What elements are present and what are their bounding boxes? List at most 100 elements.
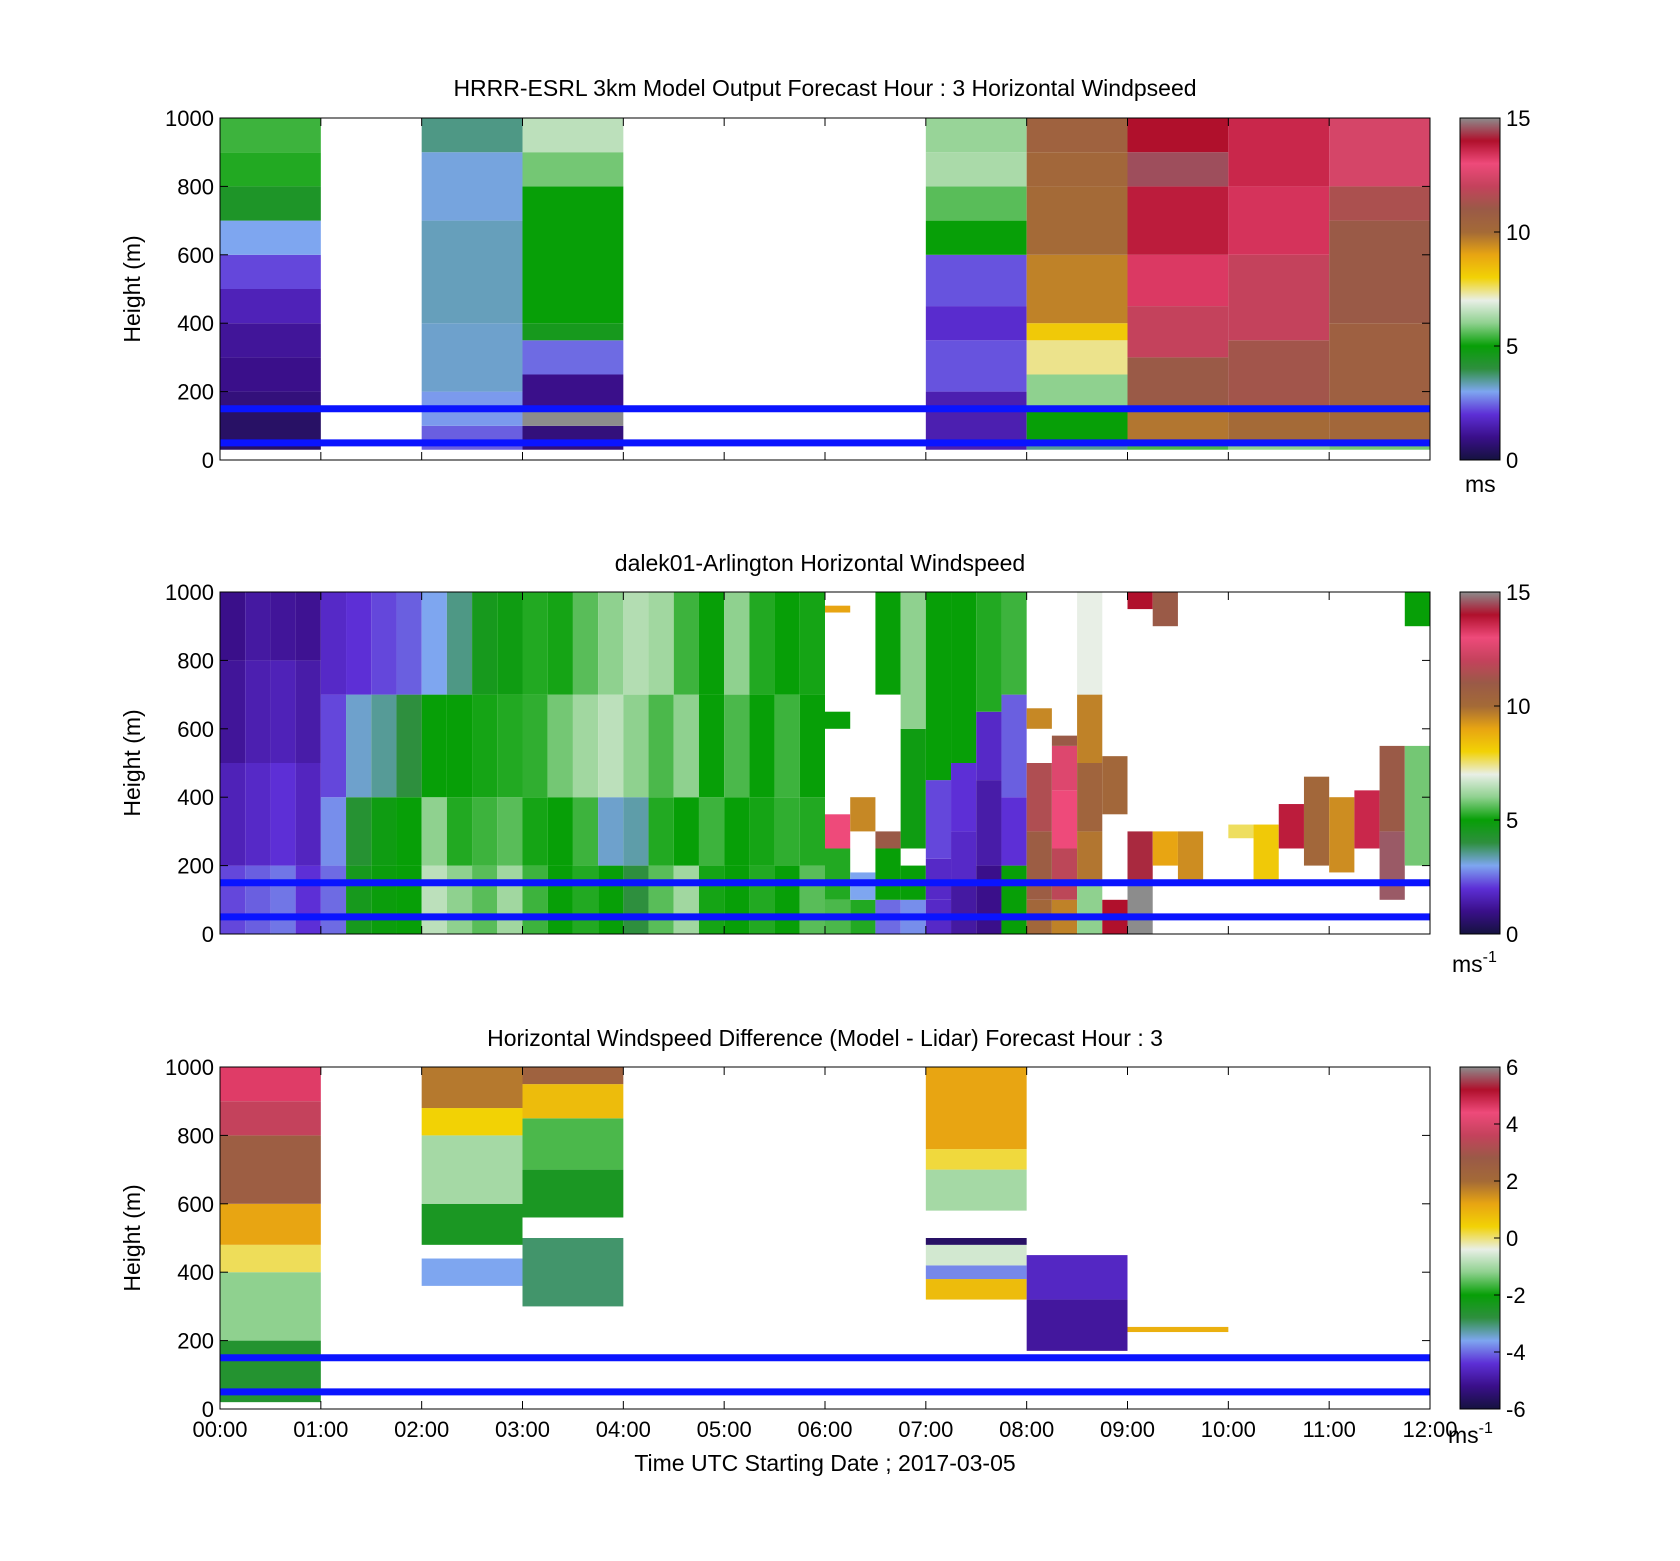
heatmap-cell: [346, 797, 372, 866]
heatmap-cell: [421, 797, 447, 866]
heatmap-cell: [1026, 254, 1128, 324]
y-tick-label: 600: [177, 1192, 214, 1217]
heatmap-cell: [1077, 831, 1103, 883]
heatmap-cell: [1329, 186, 1430, 221]
heatmap-cell: [295, 865, 321, 934]
heatmap-cell: [774, 865, 800, 934]
heatmap-cell: [220, 186, 321, 221]
heatmap-cell: [774, 694, 800, 798]
heatmap-cell: [875, 592, 901, 695]
heatmap-cell: [951, 763, 977, 832]
heatmap-cell: [472, 694, 498, 798]
panel-difference: Horizontal Windspeed Difference (Model -…: [119, 1025, 1526, 1476]
heatmap-cell: [547, 865, 573, 934]
heatmap-cell: [220, 1101, 321, 1136]
heatmap-cell: [900, 728, 926, 849]
colorbar-tick-label: 6: [1506, 1055, 1518, 1080]
colorbar-gradient: [1459, 117, 1501, 461]
heatmap-cell: [673, 592, 699, 695]
heatmap-cell: [825, 814, 851, 849]
heatmap-cell: [976, 592, 1002, 712]
heatmap-cell: [1026, 763, 1052, 832]
heatmap-cell: [1077, 694, 1103, 763]
y-tick-label: 400: [177, 311, 214, 336]
heatmap-cell: [1127, 152, 1229, 187]
heatmap-cell: [673, 694, 699, 798]
panel-lidar-windspeed: dalek01-Arlington Horizontal Windspeed 0…: [119, 550, 1530, 977]
heatmap-cell: [976, 711, 1002, 781]
heatmap-cell: [598, 592, 624, 695]
heatmap-cell: [320, 865, 347, 934]
y-tick-label: 800: [177, 174, 214, 199]
panel-2-y-ticks: 0 200 400 600 800 1000: [165, 580, 1430, 947]
heatmap-cell: [220, 254, 321, 289]
x-tick-label: 11:00: [1302, 1417, 1355, 1442]
heatmap-cell: [245, 865, 271, 934]
heatmap-cell: [472, 797, 498, 866]
heatmap-cell: [698, 797, 725, 866]
heatmap-cell: [1329, 408, 1430, 443]
heatmap-cell: [446, 797, 473, 866]
heatmap-cell: [774, 797, 800, 866]
heatmap-cell: [572, 694, 599, 798]
heatmap-cell: [1051, 735, 1078, 746]
heatmap-cell: [925, 340, 1027, 392]
heatmap-cell: [1253, 824, 1279, 883]
heatmap-cell: [346, 865, 372, 934]
heatmap-cell: [1127, 254, 1229, 307]
heatmap-cell: [396, 797, 422, 866]
heatmap-cell: [825, 605, 851, 613]
heatmap-cell: [346, 694, 372, 798]
x-tick-label: 05:00: [697, 1417, 752, 1442]
heatmap-cell: [1379, 745, 1405, 832]
heatmap-cell: [1329, 323, 1430, 409]
heatmap-cell: [1026, 374, 1128, 409]
heatmap-cell: [1026, 186, 1128, 255]
heatmap-cell: [1354, 790, 1380, 849]
colorbar-unit: ms-1: [1452, 949, 1497, 977]
colorbar-tick-label: 5: [1506, 808, 1518, 833]
colorbar-tick-label: 0: [1506, 922, 1518, 947]
colorbar-tick-label: -6: [1506, 1397, 1526, 1422]
x-tick-label: 02:00: [394, 1417, 449, 1442]
heatmap-cell: [900, 592, 926, 729]
heatmap-cell: [925, 1279, 1027, 1300]
heatmap-cell: [1303, 776, 1330, 866]
heatmap-cell: [547, 592, 573, 695]
heatmap-cell: [245, 592, 271, 661]
heatmap-cell: [421, 152, 523, 221]
y-tick-label: 0: [202, 448, 214, 473]
y-tick-label: 600: [177, 243, 214, 268]
heatmap-cell: [1228, 408, 1330, 443]
heatmap-cell: [346, 592, 372, 695]
heatmap-cell: [522, 118, 624, 153]
heatmap-cell: [925, 306, 1027, 341]
panel-3-colorbar-unit: ms-1: [1448, 1420, 1493, 1448]
panel-3-x-ticks: 00:00 01:00 02:00 03:00 04:00 05:00 06:00 07:00…: [192, 1067, 1458, 1442]
heatmap-cell: [421, 1258, 523, 1286]
heatmap-cell: [1077, 592, 1103, 695]
panel-1-ylabel: Height (m): [119, 235, 145, 342]
panel-1-colorbar: 0 5 10 15: [1459, 106, 1530, 473]
heatmap-cell: [648, 865, 674, 934]
colorbar-tick-label: 15: [1506, 106, 1530, 131]
heatmap-cell: [1051, 745, 1078, 791]
heatmap-cell: [1404, 745, 1430, 866]
heatmap-cell: [623, 797, 649, 866]
heatmap-cell: [673, 797, 699, 866]
heatmap-cell: [976, 865, 1002, 934]
heatmap-cell: [320, 797, 347, 866]
y-tick-label: 1000: [165, 580, 214, 605]
heatmap-cell: [799, 865, 825, 934]
heatmap-cell: [1026, 831, 1052, 900]
heatmap-cell: [446, 865, 473, 934]
heatmap-cell: [1001, 865, 1027, 934]
y-tick-label: 600: [177, 717, 214, 742]
x-tick-label: 00:00: [192, 1417, 247, 1442]
panel-3-y-ticks: 0 200 400 600 800 1000: [165, 1055, 1430, 1422]
heatmap-cell: [371, 797, 397, 866]
heatmap-cell: [1127, 882, 1153, 934]
heatmap-cell: [522, 865, 548, 934]
heatmap-cell: [522, 797, 548, 866]
heatmap-cell: [749, 694, 775, 798]
